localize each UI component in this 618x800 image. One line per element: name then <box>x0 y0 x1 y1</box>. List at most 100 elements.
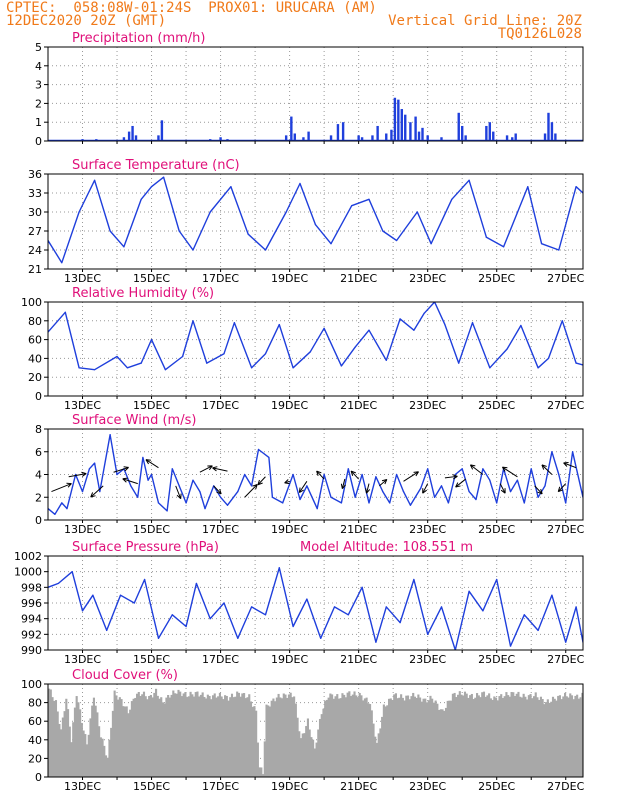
cloud-bar <box>557 695 560 777</box>
panel-title: Surface Wind (m/s) <box>72 413 196 428</box>
y-tick-label: 33 <box>28 187 42 200</box>
series-point <box>396 473 398 476</box>
cloud-bar <box>577 698 580 777</box>
series-point <box>523 614 525 616</box>
series-point <box>520 324 522 327</box>
series-point <box>109 434 111 436</box>
cloud-bar <box>391 699 394 777</box>
cloud-bar <box>427 700 430 777</box>
precip-bar <box>397 99 400 141</box>
wind-vector <box>257 476 266 486</box>
cloud-bar <box>439 709 442 777</box>
cloud-bar <box>341 693 344 777</box>
cloud-bar <box>353 691 356 777</box>
series-point <box>209 618 211 620</box>
cloud-bar <box>187 696 190 777</box>
cloud-bar <box>441 709 444 777</box>
cloud-bar <box>372 723 375 777</box>
cloud-bar <box>87 734 90 777</box>
cloud-bar <box>569 693 572 777</box>
series-point <box>389 502 391 504</box>
cloud-bar <box>337 698 341 777</box>
cloud-bar <box>434 700 437 777</box>
cloud-bar <box>327 697 330 777</box>
cloud-bar <box>158 698 161 777</box>
cloud-bar <box>419 697 422 777</box>
cloud-bar <box>543 704 546 777</box>
cloud-bar <box>80 722 83 777</box>
wind-vector <box>557 483 567 492</box>
cloud-bar <box>489 698 492 777</box>
x-tick-label: 25DEC <box>478 653 515 666</box>
cloud-bar <box>237 692 240 777</box>
cloud-bar <box>103 745 106 777</box>
precip-bar <box>440 137 443 141</box>
cloud-bar <box>144 696 147 777</box>
cloud-bar <box>222 699 225 777</box>
cloud-bar <box>196 691 199 777</box>
cloud-bar <box>279 697 282 777</box>
cloud-bar <box>194 692 197 777</box>
cloud-bar <box>182 693 185 777</box>
precip-bar <box>341 122 345 141</box>
series-point <box>547 357 550 359</box>
cloud-bar <box>429 695 432 777</box>
cloud-bar <box>313 748 316 777</box>
cloud-bar <box>106 757 109 777</box>
y-tick-label: 0 <box>35 135 42 148</box>
cloud-bar <box>84 734 87 777</box>
precip-bar <box>547 112 550 141</box>
series-point <box>482 610 484 612</box>
cloud-bar <box>72 722 75 777</box>
cloud-bar <box>101 738 104 777</box>
cloud-bar <box>53 700 56 777</box>
cloud-bar <box>512 692 515 777</box>
cloud-bar <box>444 707 448 777</box>
x-tick-label: 15DEC <box>133 399 170 412</box>
wind-vector-head <box>413 471 419 477</box>
cloud-bar <box>99 737 102 777</box>
cloud-bar <box>117 699 120 777</box>
cloud-bar <box>48 688 51 777</box>
series-point <box>192 320 194 322</box>
series-point <box>340 365 342 367</box>
cloud-bar <box>229 697 232 777</box>
wind-vector-head <box>422 488 427 494</box>
series-point <box>195 582 198 585</box>
series-point <box>385 606 387 608</box>
cloud-bar <box>548 702 551 777</box>
cloud-bar <box>115 695 118 777</box>
cloud-bar <box>488 693 491 777</box>
series-point <box>503 246 505 248</box>
y-tick-label: 60 <box>28 334 42 347</box>
cloud-bar <box>125 706 128 777</box>
precip-bar <box>122 137 126 141</box>
y-tick-label: 21 <box>28 263 42 276</box>
cloud-bar <box>481 692 484 777</box>
wind-vector-head <box>207 465 213 471</box>
cloud-bar <box>507 695 510 777</box>
cloud-bar <box>51 697 54 777</box>
series-point <box>485 236 487 238</box>
panel-annotation: Model Altitude: 108.551 m <box>300 540 473 555</box>
cloud-bar <box>251 706 254 777</box>
cloud-bar <box>160 697 163 777</box>
x-tick-label: 27DEC <box>547 653 584 666</box>
series-point <box>57 582 59 585</box>
cloud-bar <box>462 695 465 777</box>
series-point <box>306 485 308 487</box>
wind-vector-head <box>284 479 290 485</box>
precip-bar <box>457 112 460 141</box>
y-tick-label: 994 <box>21 613 42 626</box>
wind-vector <box>563 462 577 469</box>
precip-bar <box>385 133 388 141</box>
series-point <box>451 198 453 200</box>
cloud-bar <box>201 692 204 777</box>
cloud-bar <box>77 702 80 777</box>
series-point <box>333 606 336 608</box>
series-point <box>565 502 567 504</box>
cloud-bar <box>210 699 213 777</box>
series-point <box>509 645 512 647</box>
cloud-bar <box>149 694 152 777</box>
series-point <box>323 327 325 329</box>
